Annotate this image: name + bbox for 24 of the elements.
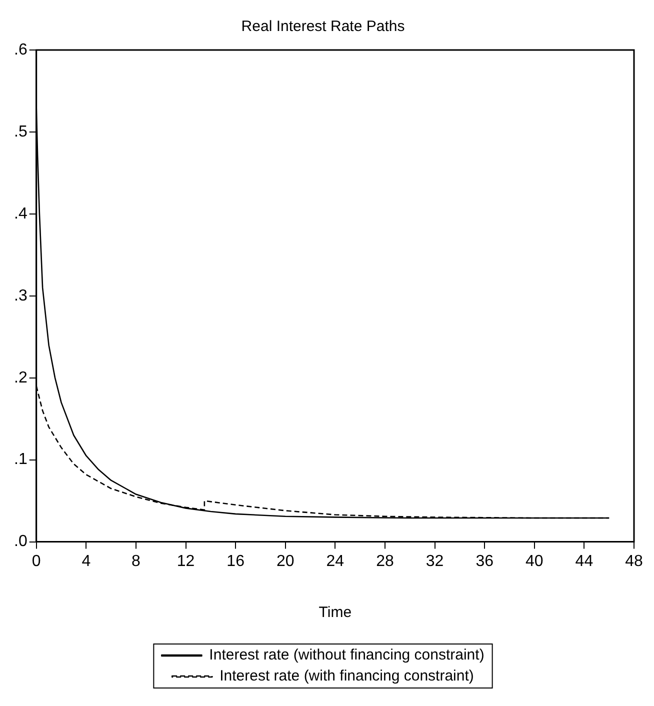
x-tick-label: 40: [525, 552, 544, 570]
x-tick-label: 8: [132, 552, 140, 570]
x-tick-label: 4: [82, 552, 91, 570]
y-tick-label: .5: [14, 123, 28, 140]
x-tick-label: 12: [176, 552, 195, 570]
y-tick-label: .0: [14, 533, 28, 550]
legend-label: Interest rate (without financing constraint): [209, 646, 484, 664]
legend-label: Interest rate (with financing constraint): [220, 668, 474, 685]
x-tick-label: 36: [476, 552, 494, 570]
x-tick-label: 0: [32, 552, 41, 570]
x-tick-label: 28: [376, 552, 394, 570]
x-tick-label: 16: [226, 552, 245, 570]
y-tick-label: .2: [14, 369, 28, 386]
chart-title: Real Interest Rate Paths: [241, 18, 405, 36]
x-tick-label: 44: [575, 552, 594, 570]
y-tick-label: .6: [14, 41, 28, 58]
y-tick-label: .3: [14, 287, 28, 304]
x-tick-label: 32: [426, 552, 444, 570]
x-tick-label: 20: [276, 552, 294, 570]
x-tick-label: 48: [625, 552, 643, 570]
x-axis-title: Time: [318, 604, 352, 622]
y-tick-label: .4: [14, 205, 28, 222]
x-tick-label: 24: [326, 552, 344, 570]
y-tick-label: .1: [14, 451, 28, 468]
